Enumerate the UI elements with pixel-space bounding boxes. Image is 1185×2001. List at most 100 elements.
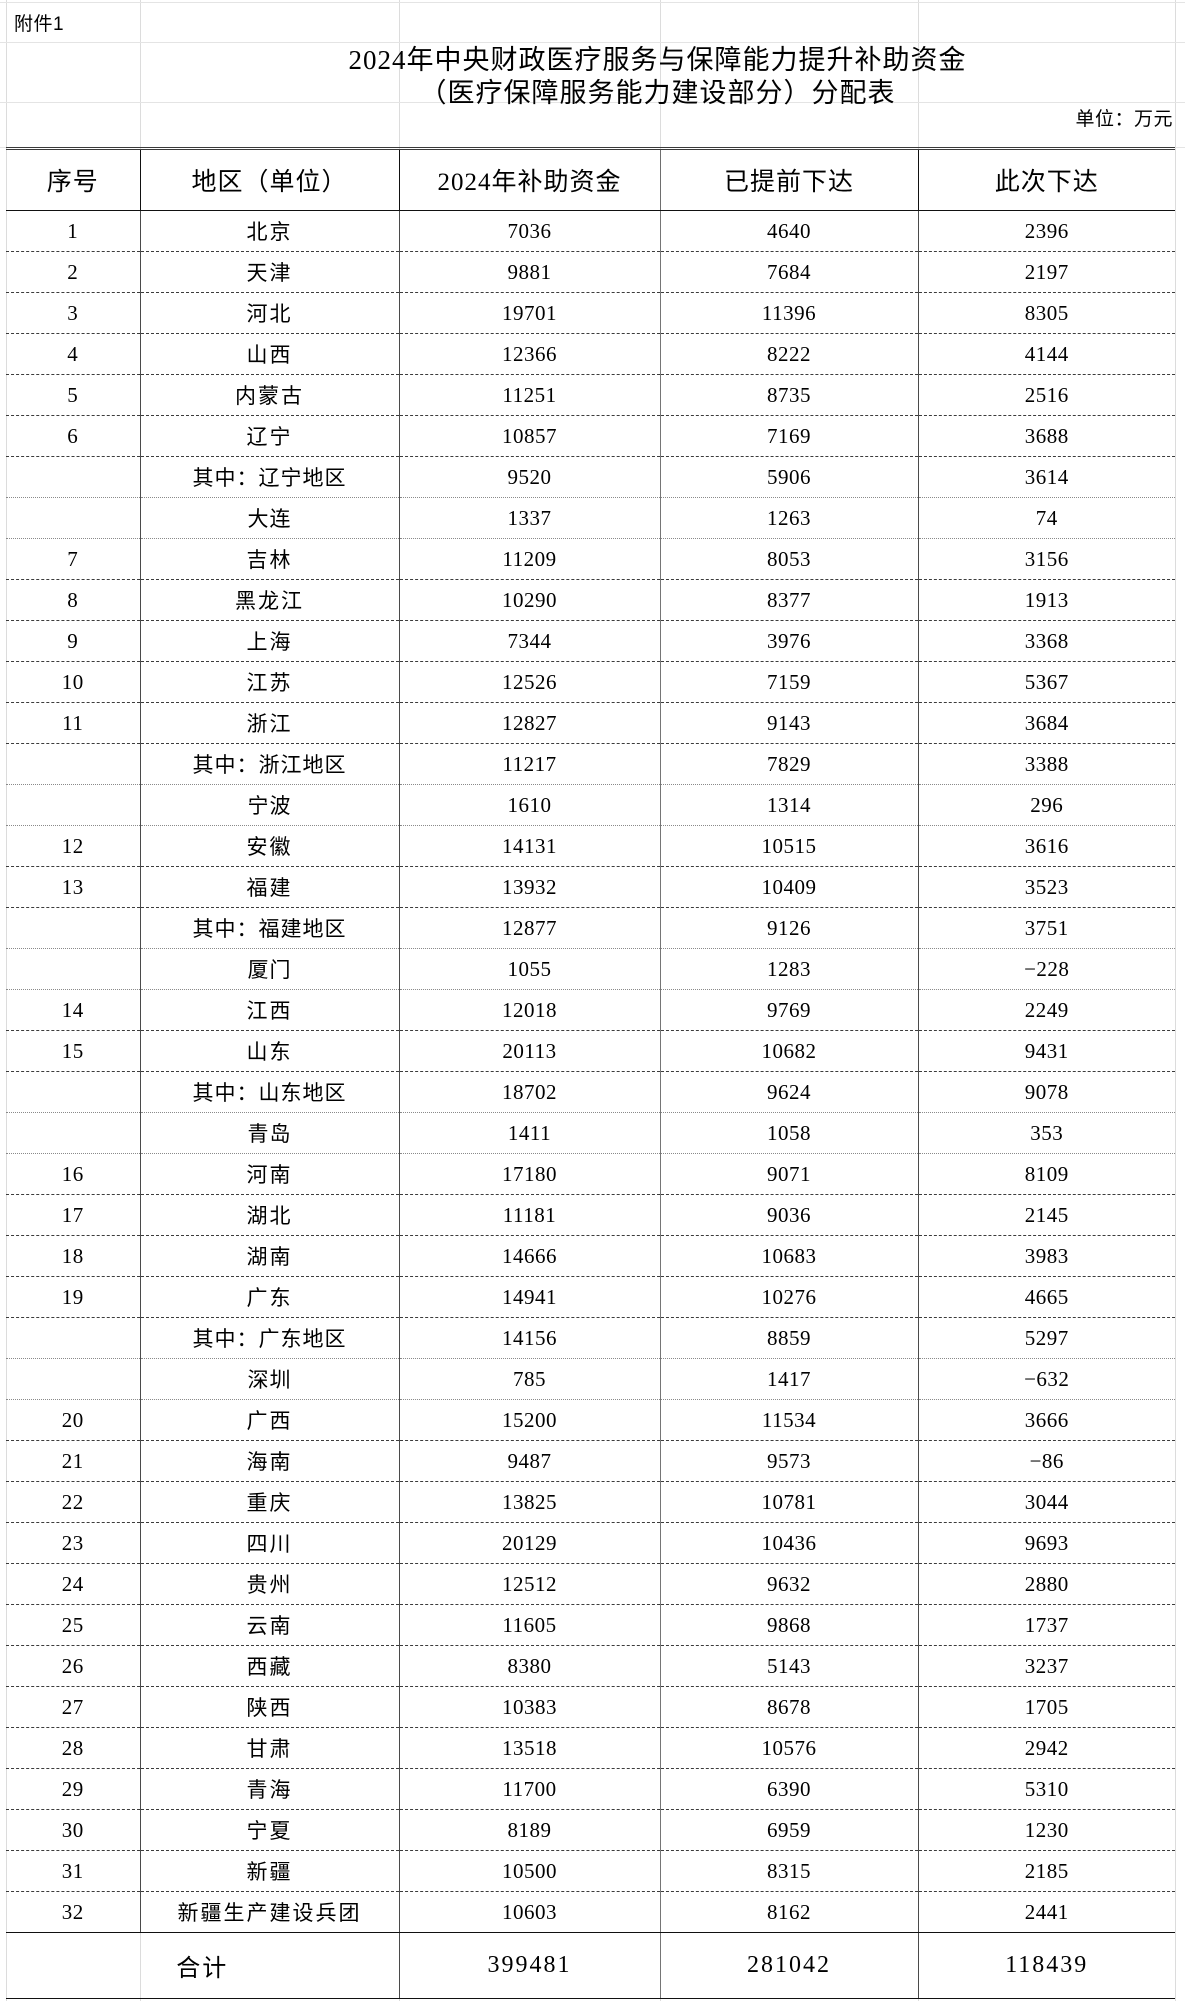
cell-region: 广西 (140, 1399, 400, 1441)
cell-region: 内蒙古 (140, 374, 400, 416)
column-header-this-time: 此次下达 (918, 147, 1175, 211)
cell-this-time: 2145 (918, 1194, 1175, 1236)
cell-this-time: 3688 (918, 415, 1175, 457)
cell-advance: 3976 (660, 620, 919, 662)
cell-advance: 10515 (660, 825, 919, 867)
cell-region: 四川 (140, 1522, 400, 1564)
cell-region: 湖北 (140, 1194, 400, 1236)
cell-advance: 8315 (660, 1850, 919, 1892)
cell-advance: 8222 (660, 333, 919, 375)
cell-this-time: 3983 (918, 1235, 1175, 1277)
total-advance: 281042 (660, 1932, 919, 1999)
cell-this-time: 1737 (918, 1604, 1175, 1646)
cell-this-time: 9693 (918, 1522, 1175, 1564)
cell-region: 深圳 (140, 1358, 400, 1400)
cell-this-time: 2516 (918, 374, 1175, 416)
table-row: 9 上海 7344 3976 3368 (6, 620, 1175, 662)
table-row: 其中：广东地区 14156 8859 5297 (6, 1317, 1175, 1359)
cell-subsidy: 10500 (399, 1850, 661, 1892)
cell-this-time: 5367 (918, 661, 1175, 703)
cell-subsidy: 11700 (399, 1768, 661, 1810)
table-row: 17 湖北 11181 9036 2145 (6, 1194, 1175, 1236)
cell-this-time: 1913 (918, 579, 1175, 621)
cell-subsidy: 20113 (399, 1030, 661, 1072)
cell-subsidy: 10603 (399, 1891, 661, 1933)
cell-advance: 8678 (660, 1686, 919, 1728)
cell-advance: 8053 (660, 538, 919, 580)
cell-this-time: 5297 (918, 1317, 1175, 1359)
cell-no: 12 (6, 825, 141, 867)
table-row: 11 浙江 12827 9143 3684 (6, 702, 1175, 744)
cell-this-time: 8305 (918, 292, 1175, 334)
cell-no: 27 (6, 1686, 141, 1728)
cell-advance: 10576 (660, 1727, 919, 1769)
cell-no: 24 (6, 1563, 141, 1605)
cell-no (6, 948, 141, 990)
cell-this-time: 2396 (918, 210, 1175, 252)
cell-region: 天津 (140, 251, 400, 293)
cell-region: 湖南 (140, 1235, 400, 1277)
table-row: 12 安徽 14131 10515 3616 (6, 825, 1175, 867)
cell-advance: 7684 (660, 251, 919, 293)
cell-advance: 1283 (660, 948, 919, 990)
cell-advance: 9071 (660, 1153, 919, 1195)
cell-no: 4 (6, 333, 141, 375)
cell-region: 海南 (140, 1440, 400, 1482)
cell-this-time: 296 (918, 784, 1175, 826)
cell-this-time: 3156 (918, 538, 1175, 580)
cell-advance: 9632 (660, 1563, 919, 1605)
cell-this-time: −228 (918, 948, 1175, 990)
cell-no: 23 (6, 1522, 141, 1564)
cell-no: 3 (6, 292, 141, 334)
cell-no (6, 784, 141, 826)
total-label: 合计 (6, 1932, 400, 1999)
cell-no (6, 1112, 141, 1154)
cell-no: 18 (6, 1235, 141, 1277)
cell-this-time: 3684 (918, 702, 1175, 744)
cell-subsidy: 785 (399, 1358, 661, 1400)
table-row: 其中：山东地区 18702 9624 9078 (6, 1071, 1175, 1113)
cell-subsidy: 11605 (399, 1604, 661, 1646)
cell-no: 8 (6, 579, 141, 621)
cell-this-time: 3044 (918, 1481, 1175, 1523)
table-row: 14 江西 12018 9769 2249 (6, 989, 1175, 1031)
cell-this-time: 8109 (918, 1153, 1175, 1195)
cell-subsidy: 12827 (399, 702, 661, 744)
cell-subsidy: 20129 (399, 1522, 661, 1564)
cell-no: 32 (6, 1891, 141, 1933)
total-subsidy: 399481 (399, 1932, 661, 1999)
cell-advance: 8859 (660, 1317, 919, 1359)
cell-region: 宁波 (140, 784, 400, 826)
cell-this-time: 2185 (918, 1850, 1175, 1892)
cell-region: 其中：辽宁地区 (140, 456, 400, 498)
cell-subsidy: 10383 (399, 1686, 661, 1728)
cell-subsidy: 18702 (399, 1071, 661, 1113)
cell-region: 江苏 (140, 661, 400, 703)
cell-subsidy: 11217 (399, 743, 661, 785)
cell-advance: 4640 (660, 210, 919, 252)
cell-subsidy: 13518 (399, 1727, 661, 1769)
table-row: 31 新疆 10500 8315 2185 (6, 1850, 1175, 1892)
cell-subsidy: 12366 (399, 333, 661, 375)
table-row: 23 四川 20129 10436 9693 (6, 1522, 1175, 1564)
cell-region: 江西 (140, 989, 400, 1031)
table-row: 24 贵州 12512 9632 2880 (6, 1563, 1175, 1605)
cell-subsidy: 13825 (399, 1481, 661, 1523)
cell-no: 16 (6, 1153, 141, 1195)
cell-region: 安徽 (140, 825, 400, 867)
cell-no: 31 (6, 1850, 141, 1892)
cell-advance: 8735 (660, 374, 919, 416)
cell-region: 福建 (140, 866, 400, 908)
cell-this-time: 353 (918, 1112, 1175, 1154)
cell-no: 9 (6, 620, 141, 662)
cell-region: 厦门 (140, 948, 400, 990)
attachment-label: 附件1 (14, 13, 65, 35)
column-header-subsidy: 2024年补助资金 (399, 147, 661, 211)
cell-no (6, 1358, 141, 1400)
cell-subsidy: 14156 (399, 1317, 661, 1359)
cell-this-time: 2942 (918, 1727, 1175, 1769)
cell-subsidy: 12877 (399, 907, 661, 949)
cell-region: 陕西 (140, 1686, 400, 1728)
cell-subsidy: 8380 (399, 1645, 661, 1687)
cell-subsidy: 10857 (399, 415, 661, 457)
